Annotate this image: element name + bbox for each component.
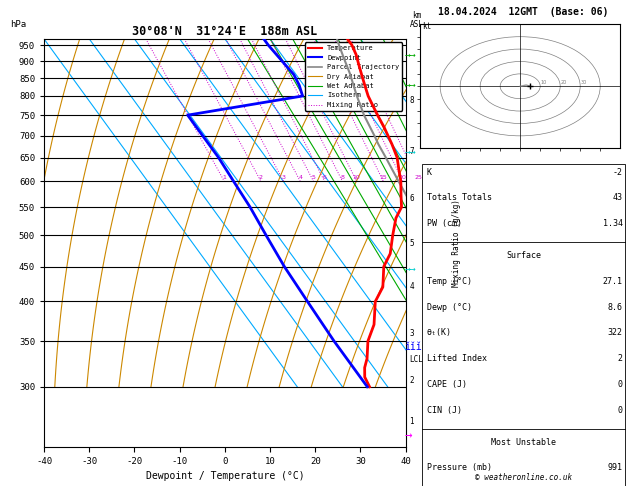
Text: 20: 20 (560, 80, 567, 85)
Text: Surface: Surface (506, 251, 541, 260)
Text: 6: 6 (323, 174, 326, 179)
Text: kt: kt (422, 22, 431, 31)
Text: Totals Totals: Totals Totals (426, 193, 492, 203)
Text: Most Unstable: Most Unstable (491, 437, 556, 447)
Text: -2: -2 (613, 168, 623, 177)
Text: 4: 4 (298, 174, 302, 179)
Text: 2: 2 (259, 174, 263, 179)
Text: 2: 2 (618, 354, 623, 363)
Text: 43: 43 (613, 193, 623, 203)
Text: 10: 10 (540, 80, 547, 85)
Text: Mixing Ratio (g/kg): Mixing Ratio (g/kg) (452, 199, 461, 287)
Legend: Temperature, Dewpoint, Parcel Trajectory, Dry Adiabat, Wet Adiabat, Isotherm, Mi: Temperature, Dewpoint, Parcel Trajectory… (305, 42, 402, 111)
Text: 0: 0 (618, 380, 623, 389)
Text: →→: →→ (404, 147, 416, 157)
Text: CIN (J): CIN (J) (426, 406, 462, 415)
Text: Temp (°C): Temp (°C) (426, 277, 472, 286)
Text: 5: 5 (409, 239, 414, 248)
Text: 20: 20 (399, 174, 407, 179)
Text: 30: 30 (580, 80, 586, 85)
Text: 2: 2 (409, 376, 414, 384)
Text: 4: 4 (409, 282, 414, 292)
Text: 8: 8 (340, 174, 344, 179)
Text: 322: 322 (608, 329, 623, 337)
Text: CAPE (J): CAPE (J) (426, 380, 467, 389)
Text: LCL: LCL (409, 355, 423, 364)
Text: 3: 3 (409, 329, 414, 338)
Text: 15: 15 (379, 174, 387, 179)
Text: 3: 3 (282, 174, 286, 179)
Text: Lifted Index: Lifted Index (426, 354, 487, 363)
Text: 5: 5 (311, 174, 315, 179)
X-axis label: Dewpoint / Temperature (°C): Dewpoint / Temperature (°C) (145, 471, 304, 482)
Text: 991: 991 (608, 463, 623, 472)
Text: →→: →→ (404, 80, 416, 90)
Text: 25: 25 (415, 174, 422, 179)
Text: © weatheronline.co.uk: © weatheronline.co.uk (475, 473, 572, 482)
Text: km
ASL: km ASL (409, 11, 423, 29)
Title: 30°08'N  31°24'E  188m ASL: 30°08'N 31°24'E 188m ASL (132, 25, 318, 38)
Text: →→: →→ (404, 51, 416, 60)
Text: →→: →→ (404, 264, 416, 275)
Text: →: → (404, 429, 412, 442)
Text: 0: 0 (618, 406, 623, 415)
Text: 18.04.2024  12GMT  (Base: 06): 18.04.2024 12GMT (Base: 06) (438, 7, 609, 17)
Text: 7: 7 (409, 147, 414, 156)
Text: K: K (426, 168, 431, 177)
Text: 27.1: 27.1 (603, 277, 623, 286)
Text: PW (cm): PW (cm) (426, 219, 462, 228)
Text: 1.34: 1.34 (603, 219, 623, 228)
Text: 1: 1 (222, 174, 226, 179)
Text: hPa: hPa (9, 19, 26, 29)
Text: Pressure (mb): Pressure (mb) (426, 463, 492, 472)
Text: 8: 8 (409, 96, 414, 105)
Text: θₜ(K): θₜ(K) (426, 329, 452, 337)
Text: ǐǐǐ: ǐǐǐ (404, 342, 422, 352)
Text: 10: 10 (353, 174, 360, 179)
Text: 8.6: 8.6 (608, 303, 623, 312)
Text: 1: 1 (409, 417, 414, 426)
Text: 6: 6 (409, 194, 414, 203)
Text: Dewp (°C): Dewp (°C) (426, 303, 472, 312)
